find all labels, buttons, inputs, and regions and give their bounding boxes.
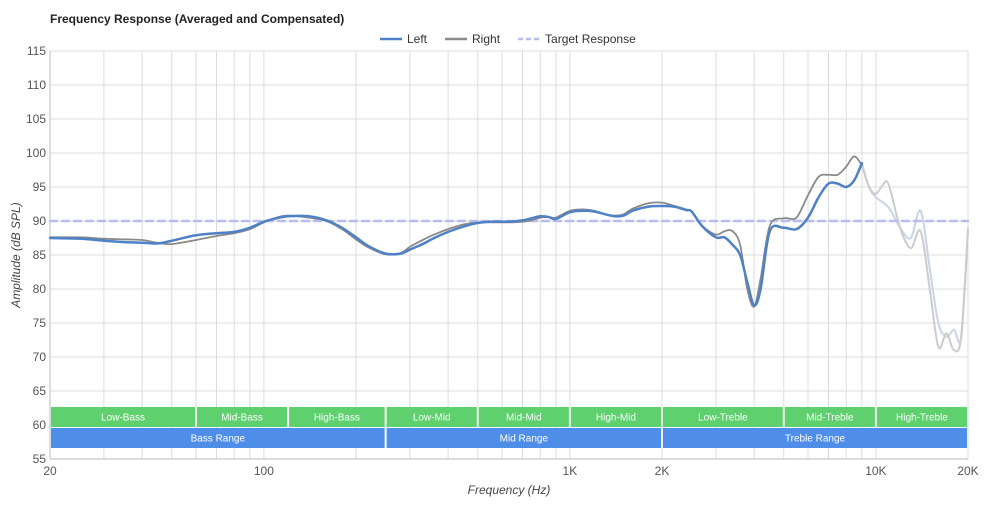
band-segment-label: Low-Mid bbox=[413, 413, 451, 424]
y-tick-label: 65 bbox=[33, 384, 47, 398]
band-segment-label: High-Mid bbox=[596, 413, 636, 424]
y-tick-label: 100 bbox=[26, 146, 46, 160]
chart-title: Frequency Response (Averaged and Compens… bbox=[50, 12, 345, 26]
band-segment bbox=[570, 407, 661, 427]
band-segment bbox=[386, 407, 477, 427]
band-segment-label: Low-Bass bbox=[101, 413, 145, 424]
range-segment-label: Mid Range bbox=[500, 434, 549, 445]
range-segment-label: Bass Range bbox=[191, 434, 246, 445]
y-tick-label: 80 bbox=[33, 282, 47, 296]
y-tick-label: 115 bbox=[27, 44, 46, 58]
range-segment bbox=[51, 428, 385, 448]
band-segment bbox=[51, 407, 195, 427]
band-segment-label: High-Bass bbox=[314, 413, 360, 424]
faded-series-line bbox=[860, 164, 969, 353]
band-segment bbox=[663, 407, 783, 427]
y-axis-label: Amplitude (dB SPL) bbox=[9, 202, 23, 308]
y-tick-label: 90 bbox=[33, 214, 47, 228]
range-segment bbox=[386, 428, 661, 448]
x-tick-label: 2K bbox=[655, 464, 670, 478]
band-segment-label: Low-Treble bbox=[698, 413, 748, 424]
faded-series-line bbox=[860, 162, 969, 344]
band-segment bbox=[196, 407, 288, 427]
x-axis-label: Frequency (Hz) bbox=[468, 483, 551, 497]
legend-item-label[interactable]: Right bbox=[472, 32, 501, 46]
legend-item-label[interactable]: Left bbox=[407, 32, 428, 46]
y-tick-label: 60 bbox=[33, 418, 47, 432]
band-segment-label: Mid-Treble bbox=[806, 413, 854, 424]
y-tick-label: 85 bbox=[33, 248, 47, 262]
band-segment-label: Mid-Mid bbox=[506, 413, 542, 424]
legend-item-label[interactable]: Target Response bbox=[545, 32, 636, 46]
x-tick-label: 100 bbox=[254, 464, 274, 478]
y-tick-label: 110 bbox=[27, 78, 46, 92]
band-segment bbox=[784, 407, 875, 427]
band-segment bbox=[289, 407, 385, 427]
x-tick-label: 10K bbox=[865, 464, 886, 478]
x-tick-label: 20K bbox=[957, 464, 978, 478]
y-tick-label: 75 bbox=[33, 316, 47, 330]
y-tick-label: 95 bbox=[33, 180, 47, 194]
y-tick-label: 105 bbox=[26, 112, 46, 126]
y-tick-label: 70 bbox=[33, 350, 47, 364]
series-line-left bbox=[48, 161, 864, 307]
x-tick-label: 1K bbox=[563, 464, 578, 478]
band-segment bbox=[876, 407, 967, 427]
y-tick-label: 55 bbox=[33, 452, 47, 466]
band-segment bbox=[478, 407, 569, 427]
range-segment-label: Treble Range bbox=[785, 434, 846, 445]
x-tick-label: 20 bbox=[43, 464, 57, 478]
band-segment-label: Mid-Bass bbox=[221, 413, 263, 424]
band-segment-label: High-Treble bbox=[896, 413, 948, 424]
range-segment bbox=[663, 428, 967, 448]
